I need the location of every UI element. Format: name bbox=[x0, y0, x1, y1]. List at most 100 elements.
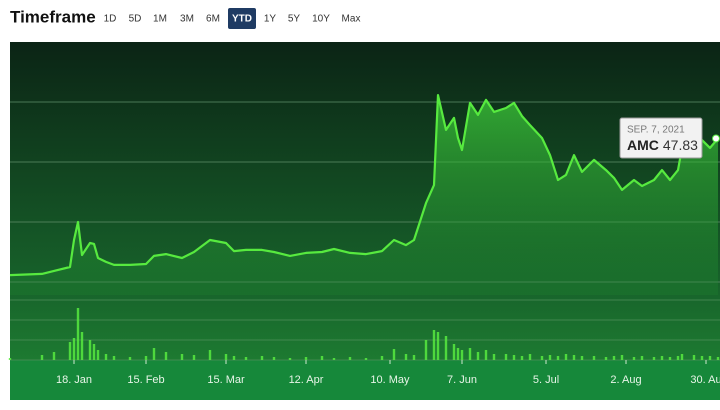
volume-bar bbox=[260, 356, 264, 360]
volume-bar bbox=[460, 350, 464, 360]
volume-bar bbox=[716, 357, 720, 360]
volume-bar bbox=[180, 354, 184, 360]
volume-bar bbox=[304, 357, 308, 360]
timeframe-button[interactable]: 1M bbox=[153, 14, 167, 25]
volume-bar bbox=[572, 355, 576, 360]
volume-bar bbox=[444, 336, 448, 360]
volume-bar bbox=[68, 342, 72, 360]
volume-bar bbox=[244, 357, 248, 360]
volume-bar bbox=[632, 357, 636, 360]
volume-bar bbox=[40, 355, 44, 360]
volume-bar bbox=[556, 356, 560, 360]
volume-bar bbox=[76, 308, 80, 360]
volume-bar bbox=[468, 348, 472, 360]
timeframe-button[interactable]: YTD bbox=[232, 14, 252, 25]
volume-bar bbox=[652, 357, 656, 360]
volume-bar bbox=[404, 354, 408, 360]
volume-bar bbox=[700, 356, 704, 360]
volume-bar bbox=[476, 352, 480, 360]
tooltip: SEP. 7, 2021 AMC 47.83 bbox=[619, 117, 703, 159]
volume-bar bbox=[708, 356, 712, 360]
volume-bar bbox=[492, 354, 496, 360]
volume-bar bbox=[612, 356, 616, 360]
volume-bar bbox=[456, 348, 460, 360]
volume-bar bbox=[144, 356, 148, 360]
timeframe-button[interactable]: 1D bbox=[104, 14, 117, 25]
price-area bbox=[10, 95, 718, 295]
volume-bar bbox=[224, 354, 228, 360]
timeframe-buttons: 1D 5D 1M 3M 6M YTD 1Y 5Y 10Y Max bbox=[104, 8, 361, 29]
volume-bar bbox=[96, 350, 100, 360]
volume-bar bbox=[592, 356, 596, 360]
volume-bar bbox=[72, 338, 76, 360]
volume-bar bbox=[548, 355, 552, 360]
volume-bar bbox=[332, 358, 336, 360]
x-tick-label: 15. Feb bbox=[127, 374, 164, 386]
volume-bar bbox=[380, 356, 384, 360]
volume-bar bbox=[392, 349, 396, 360]
volume-bar bbox=[564, 354, 568, 360]
header-title: Timeframe bbox=[10, 7, 96, 26]
timeframe-active bbox=[228, 8, 256, 29]
x-tick-label: 5. Jul bbox=[533, 374, 559, 386]
volume-bar bbox=[604, 357, 608, 360]
timeframe-button[interactable]: 3M bbox=[180, 14, 194, 25]
volume-bar bbox=[52, 352, 56, 360]
volume-bar bbox=[540, 356, 544, 360]
tooltip-value: 47.83 bbox=[663, 137, 698, 153]
volume-bar bbox=[128, 357, 132, 360]
volume-bar bbox=[8, 358, 12, 360]
volume-bar bbox=[412, 355, 416, 360]
volume-bar bbox=[432, 330, 436, 360]
axis-band bbox=[10, 360, 720, 400]
volume-bar bbox=[528, 354, 532, 360]
x-tick-label: 18. Jan bbox=[56, 374, 92, 386]
x-tick-label: 12. Apr bbox=[289, 374, 324, 386]
x-tick-label: 2. Aug bbox=[610, 374, 641, 386]
timeframe-button[interactable]: 6M bbox=[206, 14, 220, 25]
timeframe-button[interactable]: 5Y bbox=[288, 14, 301, 25]
volume-bar bbox=[232, 356, 236, 360]
timeframe-button[interactable]: 5D bbox=[129, 14, 142, 25]
volume-bar bbox=[484, 350, 488, 360]
volume-bar bbox=[580, 356, 584, 360]
hover-point bbox=[712, 134, 720, 143]
tooltip-label: AMC 47.83 bbox=[627, 137, 698, 153]
volume-bar bbox=[668, 357, 672, 360]
price-line bbox=[9, 94, 719, 277]
volume-bar bbox=[208, 350, 212, 360]
x-tick-label: 10. May bbox=[370, 374, 410, 386]
volume-bar bbox=[676, 356, 680, 360]
volume-bar bbox=[640, 356, 644, 360]
timeframe-button[interactable]: 1Y bbox=[264, 14, 277, 25]
volume-bar bbox=[112, 356, 116, 360]
timeframe-button[interactable]: 10Y bbox=[312, 14, 330, 25]
tooltip-box bbox=[619, 117, 703, 159]
volume-bar bbox=[364, 358, 368, 360]
volume-bar bbox=[88, 340, 92, 360]
plot: 18. Jan 15. Feb 15. Mar 12. Apr 10. May 7. Ju… bbox=[8, 94, 720, 386]
volume-bar bbox=[104, 354, 108, 360]
timeframe-button[interactable]: Max bbox=[342, 14, 361, 25]
x-tick-label: 7. Jun bbox=[447, 374, 477, 386]
volume-bar bbox=[288, 358, 292, 360]
volume-bar bbox=[512, 355, 516, 360]
volume-bar bbox=[272, 357, 276, 360]
volume-bar bbox=[92, 344, 96, 360]
volume-bar bbox=[152, 348, 156, 360]
tooltip-date: SEP. 7, 2021 bbox=[627, 125, 685, 136]
volume-bar bbox=[192, 355, 196, 360]
volume-bar bbox=[348, 357, 352, 360]
volume-bar bbox=[320, 356, 324, 360]
x-tick-label: 30. Au bbox=[690, 374, 720, 386]
tooltip-symbol: AMC bbox=[627, 137, 659, 153]
volume-bar bbox=[520, 356, 524, 360]
volume-bar bbox=[692, 355, 696, 360]
volume-bar bbox=[504, 354, 508, 360]
volume-bar bbox=[660, 356, 664, 360]
x-tick-label: 15. Mar bbox=[207, 374, 245, 386]
volume-bar bbox=[680, 354, 684, 360]
volume-bar bbox=[620, 355, 624, 360]
